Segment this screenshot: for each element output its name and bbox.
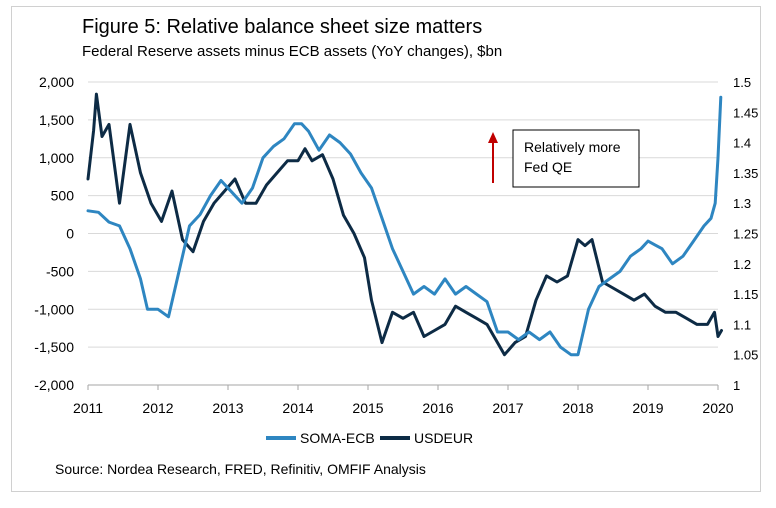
left-tick-label: 2,000 (39, 74, 74, 90)
source-note: Source: Nordea Research, FRED, Refinitiv… (55, 461, 426, 477)
series-line-usdeur (86, 92, 723, 357)
left-tick-label: 500 (51, 188, 75, 204)
right-tick-label: 1.05 (733, 348, 758, 363)
right-y-axis: 1.5 1.45 1.4 1.35 1.3 1.25 1.2 1.15 1.1 1.05 1 (733, 75, 758, 393)
left-tick-label: 0 (66, 226, 74, 242)
x-tick-label: 2017 (492, 400, 523, 416)
right-tick-label: 1.4 (733, 136, 751, 151)
x-tick-label: 2014 (282, 400, 313, 416)
series-lines (86, 92, 723, 357)
right-tick-label: 1.3 (733, 196, 751, 211)
left-tick-label: 1,000 (39, 150, 74, 166)
left-y-axis: 2,000 1,500 1,000 500 0 -500 -1,000 -1,500 -2,00… (34, 74, 74, 393)
figure-subtitle: Federal Reserve assets minus ECB assets … (82, 43, 503, 60)
x-tick-label: 2013 (212, 400, 243, 416)
left-tick-label: 1,500 (39, 112, 74, 128)
annotation-line-1: Relatively more (524, 139, 621, 155)
x-tick-label: 2012 (142, 400, 173, 416)
figure-title: Figure 5: Relative balance sheet size ma… (82, 16, 483, 38)
left-tick-label: -2,000 (34, 377, 74, 393)
legend-label: USDEUR (414, 430, 473, 446)
figure-frame (11, 6, 761, 492)
right-tick-label: 1 (733, 378, 740, 393)
x-tick-label: 2011 (73, 400, 103, 416)
x-tick-label: 2018 (562, 400, 593, 416)
annotation-arrow-head (488, 132, 498, 143)
left-tick-label: -1,500 (34, 339, 74, 355)
x-axis: 2011 2012 2013 2014 2015 2016 2017 2018 2019 2020 (73, 384, 734, 416)
annotation-box (512, 129, 640, 188)
right-tick-label: 1.45 (733, 105, 758, 120)
series-line-soma-ecb (86, 95, 723, 357)
right-tick-label: 1.15 (733, 287, 758, 302)
x-tick-label: 2019 (632, 400, 663, 416)
legend-label: SOMA-ECB (300, 430, 375, 446)
right-tick-label: 1.1 (733, 317, 751, 332)
x-tick-label: 2016 (422, 400, 453, 416)
x-tick-label: 2020 (702, 400, 733, 416)
right-tick-label: 1.25 (733, 227, 758, 242)
legend: SOMA-ECB USDEUR (266, 430, 473, 446)
right-tick-label: 1.5 (733, 75, 751, 90)
left-tick-label: -1,000 (34, 301, 74, 317)
annotation-line-2: Fed QE (524, 159, 572, 175)
x-tick-label: 2015 (352, 400, 383, 416)
left-tick-label: -500 (46, 263, 74, 279)
right-tick-label: 1.35 (733, 166, 758, 181)
annotation: Relatively more Fed QE (488, 129, 640, 188)
right-tick-label: 1.2 (733, 257, 751, 272)
